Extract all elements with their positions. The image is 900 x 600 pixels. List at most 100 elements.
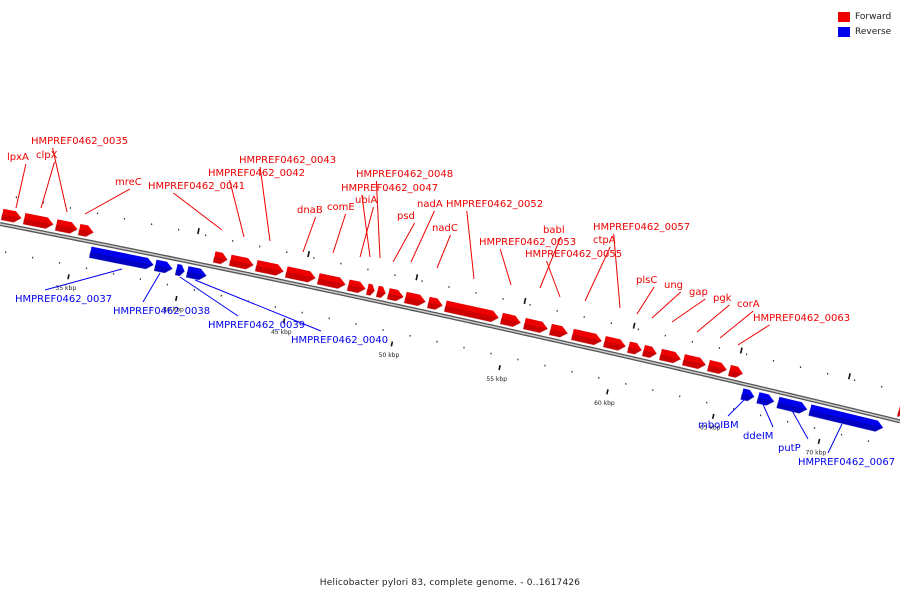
forward-gene-arrow[interactable] — [426, 295, 444, 311]
minor-tick — [301, 311, 303, 314]
forward-gene-arrow[interactable] — [22, 212, 55, 230]
scale-label: 55 kbp — [486, 376, 507, 383]
forward-gene-arrow[interactable] — [548, 322, 569, 338]
minor-tick — [854, 379, 856, 381]
forward-gene-arrow[interactable] — [641, 344, 658, 359]
forward-gene-label: HMPREF0462_0055 — [525, 249, 622, 260]
forward-gene-arrow[interactable] — [681, 353, 707, 370]
minor-tick — [625, 383, 627, 385]
minor-tick — [274, 306, 276, 308]
outer-major-tick — [307, 250, 311, 258]
minor-tick — [664, 334, 666, 337]
scale-label: 35 kbp — [56, 285, 77, 292]
forward-gene-label: HMPREF0462_0048 — [356, 169, 453, 180]
forward-gene-arrow[interactable] — [626, 340, 643, 355]
forward-gene-arrow[interactable] — [602, 335, 627, 352]
reverse-gene-label: putP — [778, 443, 801, 454]
forward-gene-arrow[interactable] — [212, 250, 229, 265]
reverse-swatch — [838, 26, 850, 37]
scale-label: 45 kbp — [271, 329, 292, 336]
forward-gene-arrow[interactable] — [386, 287, 405, 302]
minor-tick — [745, 353, 748, 356]
forward-gene-arrow[interactable] — [499, 311, 522, 328]
forward-gene-label: ubiA — [355, 195, 377, 206]
reverse-gene-arrow[interactable] — [807, 403, 885, 433]
minor-tick — [544, 364, 546, 367]
genome-backbone-highlight — [0, 223, 900, 423]
genome-caption: Helicobacter pylori 83, complete genome.… — [319, 578, 581, 588]
reverse-gene-arrow[interactable] — [775, 395, 809, 415]
forward-gene-arrow[interactable] — [228, 253, 255, 270]
reverse-gene-arrow[interactable] — [739, 387, 756, 402]
reverse-gene-arrow[interactable] — [153, 258, 174, 274]
minor-tick — [733, 408, 735, 410]
minor-tick — [220, 294, 222, 297]
forward-gene-arrow[interactable] — [254, 259, 285, 277]
legend-label-forward: Forward — [855, 11, 892, 22]
forward-gene-label: mreC — [115, 177, 142, 188]
forward-gene-arrow[interactable] — [284, 265, 317, 283]
forward-gene-arrow[interactable] — [443, 299, 500, 323]
minor-tick — [286, 251, 288, 253]
leader-line — [827, 423, 843, 454]
leader-line — [696, 304, 730, 333]
minor-tick — [340, 262, 342, 265]
leader-line — [15, 163, 27, 209]
forward-gene-arrow[interactable] — [0, 207, 23, 224]
minor-tick — [42, 201, 44, 204]
forward-gene-label: babl — [543, 225, 565, 236]
leader-line — [40, 161, 55, 209]
leader-line — [259, 166, 271, 242]
minor-tick — [813, 427, 816, 429]
minor-tick — [706, 401, 708, 404]
forward-gene-label: lpxA — [7, 152, 29, 163]
minor-tick — [259, 245, 261, 248]
forward-gene-label: HMPREF0462_0035 — [31, 136, 128, 147]
leader-line — [651, 291, 682, 319]
minor-tick — [718, 347, 720, 349]
forward-gene-arrow[interactable] — [727, 364, 744, 379]
leader-line — [173, 192, 223, 231]
forward-gene-arrow[interactable] — [365, 282, 376, 297]
leader-line — [719, 310, 754, 339]
forward-gene-label: nadC — [432, 223, 458, 234]
minor-tick — [448, 286, 450, 288]
reverse-gene-label: HMPREF0462_0037 — [15, 294, 112, 305]
reverse-gene-arrow[interactable] — [174, 263, 186, 277]
forward-gene-arrow[interactable] — [316, 272, 347, 290]
forward-gene-label: dnaB — [297, 205, 323, 216]
minor-tick — [787, 420, 789, 423]
outer-major-tick — [739, 347, 743, 354]
minor-tick — [151, 223, 153, 225]
forward-gene-arrow[interactable] — [706, 359, 728, 375]
minor-tick — [139, 278, 141, 280]
leader-line — [539, 236, 562, 289]
forward-gene-arrow[interactable] — [346, 278, 367, 294]
minor-tick — [193, 289, 195, 291]
leader-line — [44, 268, 123, 291]
minor-tick — [421, 280, 423, 282]
forward-gene-arrow[interactable] — [375, 284, 387, 299]
reverse-gene-arrow[interactable] — [88, 245, 155, 270]
minor-tick — [840, 433, 843, 436]
reverse-gene-arrow[interactable] — [755, 391, 776, 407]
reverse-gene-arrow[interactable] — [185, 265, 208, 281]
forward-gene-label: gap — [689, 287, 708, 298]
forward-gene-arrow[interactable] — [658, 347, 682, 364]
outer-major-tick — [632, 322, 636, 329]
minor-tick — [760, 414, 762, 417]
forward-gene-arrow[interactable] — [77, 223, 95, 238]
forward-gene-label: psd — [397, 211, 415, 222]
minor-tick — [799, 366, 802, 368]
leader-line — [761, 401, 774, 428]
forward-gene-arrow[interactable] — [522, 317, 549, 334]
forward-gene-arrow[interactable] — [403, 290, 427, 307]
forward-gene-arrow[interactable] — [896, 404, 900, 418]
forward-gene-label: HMPREF0462_0057 — [593, 222, 690, 233]
minor-tick — [112, 272, 115, 275]
reverse-gene-label: HMPREF0462_0067 — [798, 457, 895, 468]
forward-gene-arrow[interactable] — [54, 218, 79, 235]
minor-tick — [827, 372, 829, 375]
forward-gene-arrow[interactable] — [570, 327, 603, 346]
